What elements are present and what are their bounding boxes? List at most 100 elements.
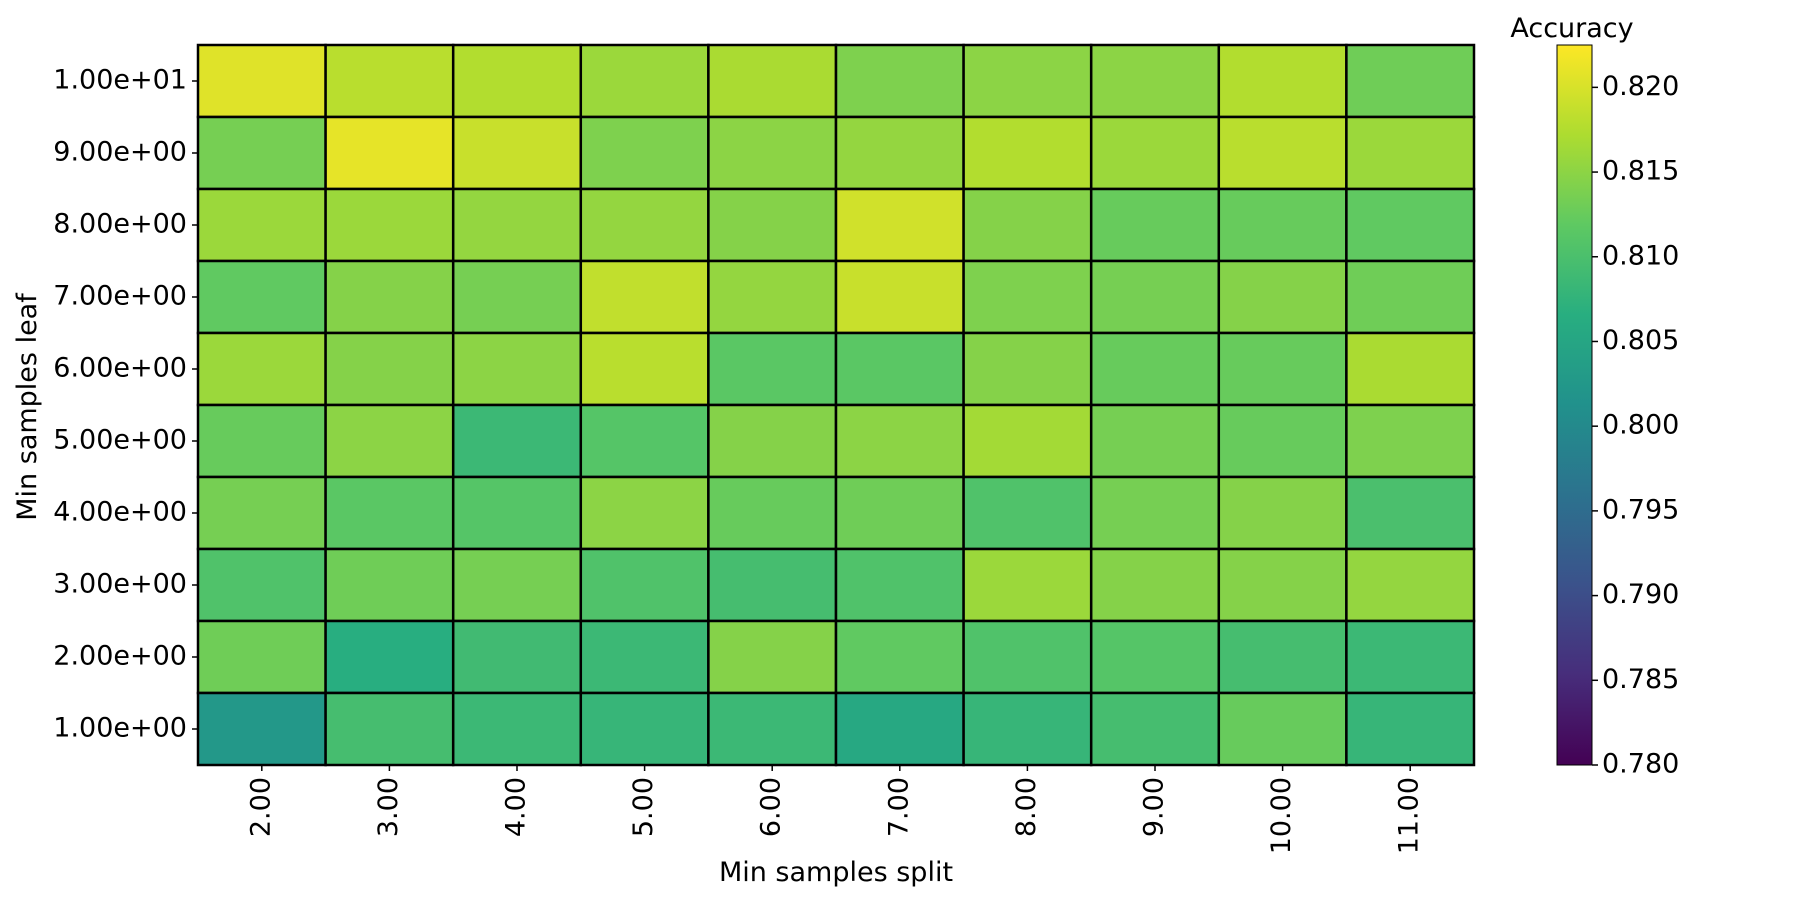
heatmap-cell xyxy=(196,187,327,263)
heatmap-cell xyxy=(324,619,455,695)
y-tick-label: 9.00e+00 xyxy=(53,137,187,168)
heatmap-cell xyxy=(834,619,965,695)
heatmap-cell xyxy=(1345,619,1476,695)
x-tick-label: 7.00 xyxy=(883,777,914,837)
x-tick-label: 2.00 xyxy=(245,777,276,837)
heatmap-cell xyxy=(324,475,455,551)
x-tick-label: 4.00 xyxy=(501,777,532,837)
heatmap-cell xyxy=(451,403,583,479)
colorbar-tick-label: 0.790 xyxy=(1602,579,1679,610)
colorbar-label: Accuracy xyxy=(1510,13,1633,44)
colorbar-ticks: 0.780 0.785 0.790 0.795 0.800 0.805 0.810 0.815… xyxy=(1592,71,1679,780)
heatmap-cell xyxy=(1345,187,1476,263)
heatmap-cell xyxy=(707,331,838,407)
colorbar-tick-label: 0.810 xyxy=(1602,240,1679,271)
heatmap-cell xyxy=(196,547,327,623)
heatmap-cell xyxy=(1089,43,1221,119)
heatmap-cell xyxy=(451,115,583,191)
heatmap-cell xyxy=(1217,619,1348,695)
heatmap-cell xyxy=(1089,259,1221,335)
x-tick-label: 3.00 xyxy=(373,777,404,837)
heatmap-cell xyxy=(1217,115,1348,191)
heatmap-cell xyxy=(324,259,455,335)
heatmap-cell xyxy=(1217,187,1348,263)
heatmap-cell xyxy=(196,259,327,335)
heatmap-cell xyxy=(834,259,965,335)
heatmap-cell xyxy=(707,115,838,191)
y-axis-label: Min samples leaf xyxy=(12,292,43,521)
colorbar-tick-label: 0.785 xyxy=(1602,664,1679,695)
heatmap-cell xyxy=(579,619,710,695)
heatmap-cell xyxy=(1217,43,1348,119)
heatmap-cell xyxy=(1089,115,1221,191)
y-tick-label: 6.00e+00 xyxy=(53,353,187,384)
heatmap-cell xyxy=(962,259,1093,335)
colorbar-gradient xyxy=(1556,44,1593,766)
heatmap-cell xyxy=(1089,331,1221,407)
heatmap-cell xyxy=(962,691,1093,767)
heatmap-cell xyxy=(324,547,455,623)
y-tick-label: 5.00e+00 xyxy=(53,425,187,456)
colorbar-tick-label: 0.805 xyxy=(1602,325,1679,356)
heatmap-cell xyxy=(196,475,327,551)
heatmap-cell xyxy=(834,331,965,407)
heatmap-cell xyxy=(451,187,583,263)
heatmap-cell xyxy=(1217,547,1348,623)
heatmap-cell xyxy=(834,115,965,191)
heatmap-cell xyxy=(962,115,1093,191)
heatmap-cell xyxy=(1089,547,1221,623)
x-tick-label: 9.00 xyxy=(1139,777,1170,837)
y-tick-label: 3.00e+00 xyxy=(53,569,187,600)
heatmap-cell xyxy=(707,403,838,479)
heatmap-cell xyxy=(1217,403,1348,479)
heatmap-cell xyxy=(1217,259,1348,335)
heatmap-cell xyxy=(834,43,965,119)
heatmap-cell xyxy=(1089,475,1221,551)
heatmap-cell xyxy=(962,547,1093,623)
x-tick-label: 10.00 xyxy=(1266,777,1297,854)
heatmap-cell xyxy=(707,547,838,623)
colorbar-tick-label: 0.800 xyxy=(1602,410,1679,441)
heatmap-cell xyxy=(579,187,710,263)
x-axis-label: Min samples split xyxy=(719,857,953,888)
heatmap-cell xyxy=(196,115,327,191)
heatmap-cell xyxy=(1345,259,1476,335)
heatmap-cell xyxy=(579,43,710,119)
heatmap-cell xyxy=(324,187,455,263)
heatmap-cell xyxy=(579,115,710,191)
colorbar-tick-label: 0.820 xyxy=(1602,71,1679,102)
colorbar: 0.780 0.785 0.790 0.795 0.800 0.805 0.810 0.815… xyxy=(1510,13,1679,780)
x-tick-label: 5.00 xyxy=(628,777,659,837)
heatmap-cell xyxy=(579,403,710,479)
y-tick-label: 8.00e+00 xyxy=(53,209,187,240)
heatmap-cell xyxy=(579,691,710,767)
y-tick-label: 4.00e+00 xyxy=(53,497,187,528)
heatmap-cell xyxy=(1345,691,1476,767)
heatmap-cell xyxy=(962,43,1093,119)
heatmap-cell xyxy=(1089,403,1221,479)
heatmap-cell xyxy=(707,475,838,551)
heatmap-cell xyxy=(451,259,583,335)
heatmap-cell xyxy=(1345,331,1476,407)
heatmap-cells xyxy=(196,43,1476,767)
heatmap-cell xyxy=(834,691,965,767)
colorbar-tick-label: 0.780 xyxy=(1602,749,1679,780)
heatmap-cell xyxy=(707,259,838,335)
y-axis-ticks: 1.00e+01 9.00e+00 8.00e+00 7.00e+00 6.00e+00… xyxy=(53,65,198,744)
heatmap-cell xyxy=(707,619,838,695)
y-tick-label: 1.00e+00 xyxy=(53,713,187,744)
heatmap-cell xyxy=(1345,547,1476,623)
x-tick-label: 6.00 xyxy=(756,777,787,837)
heatmap-cell xyxy=(324,691,455,767)
heatmap-cell xyxy=(579,331,710,407)
heatmap-cell xyxy=(1217,331,1348,407)
heatmap-cell xyxy=(324,403,455,479)
heatmap-cell xyxy=(196,403,327,479)
heatmap-cell xyxy=(196,331,327,407)
heatmap-cell xyxy=(324,115,455,191)
heatmap-cell xyxy=(707,43,838,119)
colorbar-tick-label: 0.815 xyxy=(1602,156,1679,187)
heatmap-cell xyxy=(451,475,583,551)
heatmap-cell xyxy=(962,187,1093,263)
